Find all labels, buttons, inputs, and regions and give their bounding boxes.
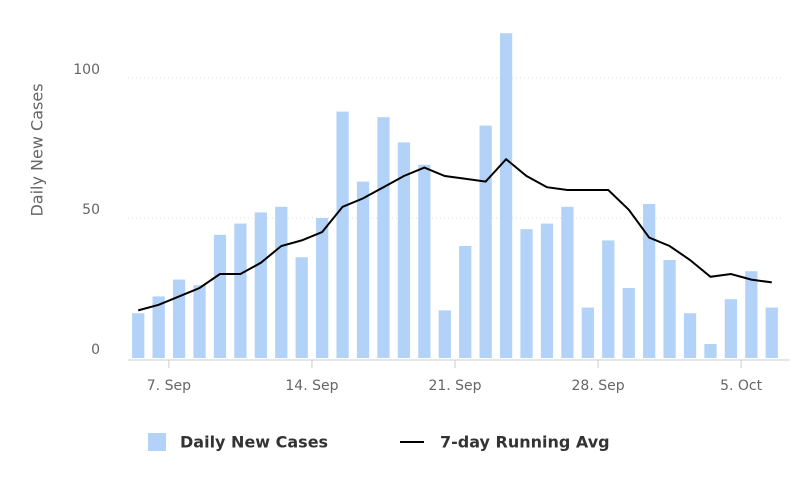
bar bbox=[254, 212, 267, 358]
bar bbox=[643, 204, 656, 358]
legend-label: Daily New Cases bbox=[180, 433, 328, 452]
bar bbox=[172, 279, 186, 358]
bar bbox=[561, 206, 574, 358]
x-tick-label: 28. Sep bbox=[572, 378, 625, 394]
x-tick-label: 5. Oct bbox=[720, 378, 763, 394]
x-tick-label: 7. Sep bbox=[147, 378, 191, 394]
bar bbox=[622, 288, 635, 358]
y-axis-label: Daily New Cases bbox=[28, 83, 47, 216]
y-tick-label: 100 bbox=[73, 62, 100, 78]
bar bbox=[213, 234, 227, 358]
bar bbox=[540, 223, 554, 358]
bar bbox=[377, 117, 390, 358]
bar bbox=[193, 285, 206, 358]
y-tick-label: 0 bbox=[91, 342, 100, 358]
bar bbox=[581, 307, 594, 358]
bar bbox=[397, 142, 411, 358]
bar bbox=[520, 229, 533, 358]
bar bbox=[663, 260, 676, 358]
bar bbox=[745, 271, 758, 358]
bar bbox=[438, 310, 451, 358]
y-tick-label: 50 bbox=[82, 202, 100, 218]
bar bbox=[295, 257, 308, 358]
bar bbox=[459, 246, 472, 358]
legend-label: 7-day Running Avg bbox=[440, 433, 610, 452]
line bbox=[137, 157, 772, 312]
bar bbox=[602, 240, 615, 358]
bar bbox=[132, 313, 145, 358]
bar bbox=[336, 111, 349, 358]
legend-swatch bbox=[148, 433, 166, 451]
bar bbox=[418, 164, 431, 358]
bar bbox=[683, 313, 697, 358]
bar bbox=[152, 296, 165, 358]
bar bbox=[316, 218, 329, 358]
bar bbox=[724, 299, 738, 358]
bar bbox=[765, 307, 778, 358]
bar bbox=[499, 33, 513, 358]
bar bbox=[356, 181, 370, 358]
x-tick-label: 21. Sep bbox=[428, 378, 481, 394]
bar bbox=[704, 344, 717, 358]
bar bbox=[479, 125, 492, 358]
bar bbox=[275, 206, 288, 358]
x-tick-label: 14. Sep bbox=[285, 378, 338, 394]
bar bbox=[234, 223, 247, 358]
